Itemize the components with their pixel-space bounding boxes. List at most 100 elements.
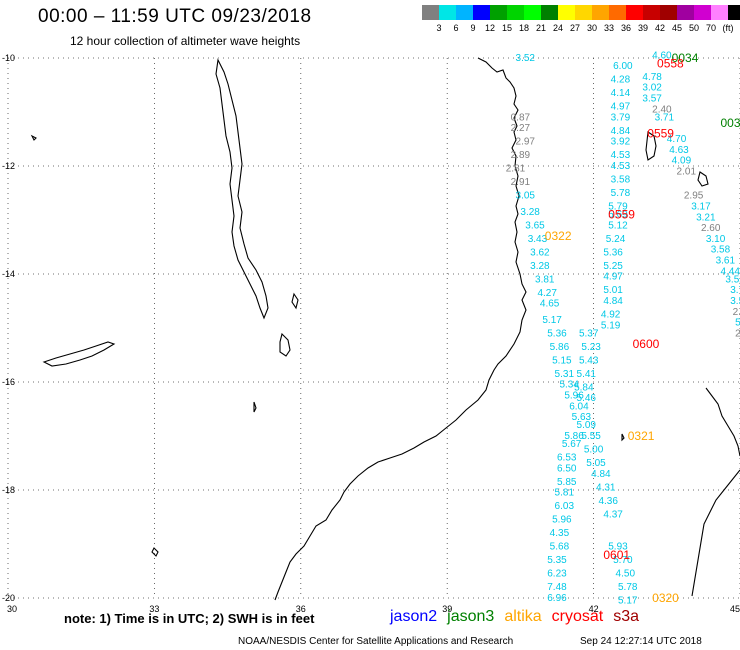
wave-height-value: 2.40 — [652, 104, 672, 115]
wave-height-value: 5.00 — [584, 445, 604, 456]
legend-entry: altika — [504, 608, 542, 625]
wave-height-value: 5.96 — [552, 515, 572, 526]
wave-height-value: 5.81 — [555, 488, 575, 499]
color-scale-label: 6 — [453, 23, 459, 33]
wave-height-value: 5.05 — [586, 458, 606, 469]
latitude-label: -12 — [2, 161, 15, 171]
wave-height-value: 3.05 — [516, 191, 536, 202]
color-scale-label: 3 — [436, 23, 442, 33]
wave-height-value: 7.48 — [547, 582, 567, 593]
wave-height-value: 3.52 — [725, 274, 740, 285]
color-scale-label: 27 — [569, 23, 581, 33]
latitude-labels: -10 -12 -14 -16 -18 -20 — [2, 53, 15, 603]
wave-height-value: 2.95 — [684, 191, 704, 202]
color-swatch — [728, 5, 740, 20]
wave-height-value: 5.25 — [603, 261, 623, 272]
observation-labels: 3.52 4.606.004.784.283.024.14 3.572.404.97… — [506, 50, 740, 606]
wave-height-value: 5.63 — [572, 412, 592, 423]
wave-height-value: 3.58 — [711, 245, 731, 256]
color-swatch — [575, 5, 592, 20]
color-scale-label: 24 — [552, 23, 564, 33]
track-time-label: 0600 — [633, 337, 660, 351]
wave-height-value: 3.21 — [696, 212, 716, 223]
wave-height-value: 3.17 — [691, 202, 711, 213]
wave-height-value: 4.60 — [652, 50, 672, 61]
color-scale-label: 70 — [705, 23, 717, 33]
color-scale-label: (ft) — [722, 23, 734, 33]
wave-height-value: 6.04 — [569, 401, 589, 412]
color-scale-label: 42 — [654, 23, 666, 33]
wave-height-value: 5.70 — [613, 555, 633, 566]
wave-height-value: 4.50 — [616, 569, 636, 580]
wave-height-value: 6.23 — [547, 569, 567, 580]
wave-height-value: 2. — [733, 307, 740, 318]
wave-height-value: 5.78 — [611, 188, 631, 199]
wave-height-value: 3.7 — [730, 285, 740, 296]
longitude-label: 42 — [589, 604, 599, 614]
lake-malawi — [215, 58, 269, 320]
credit-line: NOAA/NESDIS Center for Satellite Applica… — [238, 636, 514, 647]
color-scale-label: 33 — [603, 23, 615, 33]
wave-height-value: 4.28 — [611, 75, 631, 86]
wave-height-value: 4.53 — [611, 150, 631, 161]
wave-height-value: 5.41 — [577, 369, 597, 380]
wave-height-value: 3.71 — [655, 112, 675, 123]
track-time-label: 0558 — [657, 56, 684, 70]
wave-height-value: 6.03 — [555, 501, 575, 512]
comoros-island-1 — [645, 131, 657, 161]
color-swatch — [643, 5, 660, 20]
lake-small-north — [291, 292, 299, 310]
color-swatch — [473, 5, 490, 20]
color-swatch — [490, 5, 507, 20]
wave-height-value: 4.63 — [669, 145, 689, 156]
wave-height-value: 3.65 — [525, 220, 545, 231]
wave-height-value: 3.58 — [611, 175, 631, 186]
color-swatch — [524, 5, 541, 20]
color-swatch — [456, 5, 473, 20]
wave-height-value: 5.12 — [608, 220, 628, 231]
longitude-label: 30 — [7, 604, 17, 614]
wave-height-value: 3.10 — [706, 234, 726, 245]
lake-kariba — [42, 341, 116, 367]
wave-height-value: 5.86 — [550, 342, 570, 353]
lat-lon-grid — [7, 57, 740, 599]
wave-height-value: 5.68 — [550, 542, 570, 553]
color-scale-bar — [422, 5, 740, 21]
color-swatch — [439, 5, 456, 20]
color-scale-label: 18 — [518, 23, 530, 33]
wave-height-value: 5.78 — [618, 582, 638, 593]
latitude-label: -16 — [2, 377, 15, 387]
wave-height-value: 5.31 — [555, 369, 575, 380]
wave-height-value: 4.36 — [598, 496, 618, 507]
generation-timestamp: Sep 24 12:27:14 UTC 2018 — [580, 636, 702, 647]
wave-height-value: 5.19 — [601, 320, 621, 331]
track-time-label: 0321 — [628, 429, 655, 443]
wave-height-value: 5.35 — [547, 555, 567, 566]
wave-height-value: 2.89 — [511, 150, 531, 161]
track-time-label: 0601 — [603, 548, 630, 562]
color-swatch — [711, 5, 728, 20]
wave-height-value: 2.27 — [511, 123, 531, 134]
wave-height-value: 5.79 — [608, 202, 628, 213]
wave-height-value: 2 — [735, 328, 740, 339]
wave-height-value: 5.46 — [577, 393, 597, 404]
track-time-label: 0034 — [672, 51, 699, 65]
track-time-label: 0035 — [720, 116, 740, 130]
legend-entry: jason2 — [390, 608, 438, 625]
wave-height-value: 5.86 — [564, 431, 584, 442]
wave-height-value: 5.24 — [606, 234, 626, 245]
longitude-label: 33 — [149, 604, 159, 614]
wave-height-value: 2.91 — [511, 177, 531, 188]
color-swatch — [558, 5, 575, 20]
legend-entry: jason3 — [447, 608, 495, 625]
comoros-island-2 — [697, 171, 709, 187]
wave-height-value: 4.97 — [603, 272, 623, 283]
wave-height-value: 2.81 — [506, 164, 526, 175]
color-swatch — [677, 5, 694, 20]
wave-height-value: 3.28 — [530, 261, 550, 272]
wave-height-value: 3.79 — [611, 112, 631, 123]
wave-height-value: 4.44 — [720, 266, 740, 277]
longitude-label: 45 — [730, 604, 740, 614]
track-time-label: 0320 — [652, 591, 679, 605]
